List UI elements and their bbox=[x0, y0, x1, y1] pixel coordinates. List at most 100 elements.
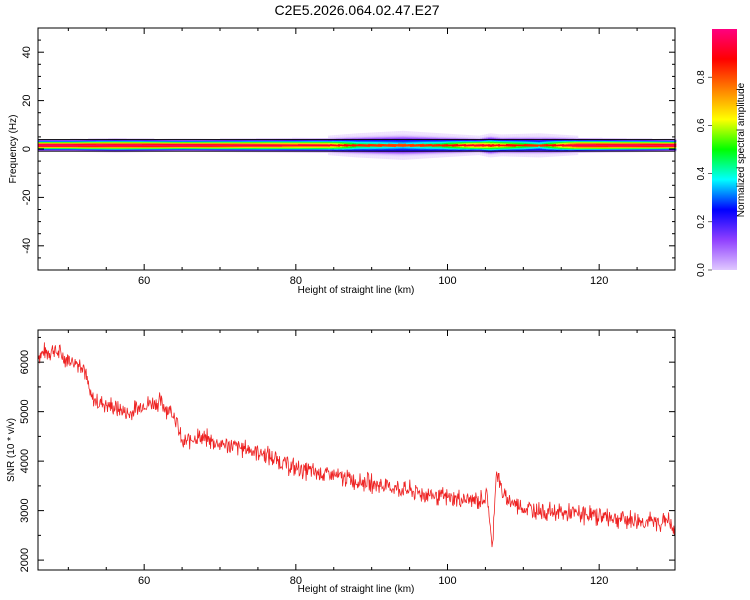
spectrogram-cell bbox=[358, 143, 361, 144]
spectrogram-cell bbox=[120, 146, 123, 147]
spectrogram-cell bbox=[180, 139, 183, 141]
spectrogram-cell bbox=[132, 141, 135, 142]
spectrogram-cell bbox=[322, 141, 325, 143]
spectrogram-cell bbox=[216, 144, 219, 146]
spectrogram-cell bbox=[238, 144, 241, 146]
spectrogram-cell bbox=[238, 139, 241, 141]
spectrogram-cell bbox=[206, 146, 209, 148]
spectrogram-cell bbox=[158, 143, 161, 145]
spectrogram-cell bbox=[230, 145, 233, 147]
spectrogram-cell bbox=[418, 147, 421, 149]
spectrogram-cell bbox=[350, 140, 353, 141]
spectrogram-cell bbox=[238, 148, 241, 150]
spectrogram-cell bbox=[84, 143, 87, 145]
spectrogram-cell bbox=[310, 147, 313, 149]
spectrogram-cell bbox=[282, 141, 285, 143]
spectrogram-cell bbox=[288, 144, 291, 146]
spectrogram-cell bbox=[410, 143, 413, 145]
spectrogram-cell bbox=[164, 147, 167, 149]
spectrogram-cell bbox=[334, 148, 337, 150]
spectrogram-cell bbox=[294, 141, 297, 143]
spectrogram-cell bbox=[424, 142, 427, 144]
spectrogram-cell bbox=[188, 150, 191, 152]
spectrogram-cell bbox=[300, 142, 303, 144]
spectrogram-cell bbox=[264, 150, 267, 152]
spectrogram-cell bbox=[174, 141, 177, 143]
spectrogram-cell bbox=[180, 149, 183, 151]
spectrogram-cell bbox=[300, 138, 303, 140]
spectrogram-cell bbox=[152, 148, 155, 150]
spectrogram-cell bbox=[358, 141, 361, 143]
spectrogram-cell bbox=[38, 142, 41, 144]
spectrogram-cell bbox=[252, 143, 255, 145]
spectrogram-cell bbox=[358, 153, 361, 155]
spectrogram-cell bbox=[412, 144, 415, 146]
spectrogram-cell bbox=[420, 143, 423, 144]
spectrogram-cell bbox=[304, 140, 307, 142]
spectrogram-cell bbox=[176, 141, 179, 143]
spectrogram-cell bbox=[40, 147, 43, 149]
spectrogram-cell bbox=[174, 148, 177, 150]
spectrogram-cell bbox=[350, 148, 353, 150]
spectrogram-cell bbox=[124, 144, 127, 146]
spectrogram-cell bbox=[402, 142, 405, 144]
spectrogram-cell bbox=[204, 140, 207, 142]
spectrogram-cell bbox=[102, 150, 105, 152]
spectrogram-cell bbox=[396, 153, 399, 155]
spectrogram-cell bbox=[122, 150, 125, 152]
spectrogram-cell bbox=[214, 146, 217, 148]
spectrogram-cell bbox=[320, 139, 323, 141]
spectrogram-cell bbox=[62, 147, 65, 149]
spectrogram-cell bbox=[412, 139, 415, 141]
spectrogram-cell bbox=[400, 144, 403, 145]
spectrogram-cell bbox=[96, 145, 99, 147]
spectrogram-cell bbox=[374, 140, 377, 142]
spectrogram-cell bbox=[202, 146, 205, 148]
spectrogram-cell bbox=[96, 149, 99, 151]
spectrogram-cell bbox=[314, 142, 317, 144]
spectrogram-cell bbox=[254, 140, 257, 142]
spectrogram-cell bbox=[280, 146, 283, 148]
spectrogram-cell bbox=[370, 137, 373, 138]
spectrogram-cell bbox=[322, 138, 325, 140]
spectrogram-cell bbox=[410, 148, 413, 150]
spectrogram-cell bbox=[182, 141, 185, 143]
spectrogram-cell bbox=[62, 139, 65, 141]
spectrogram-cell bbox=[76, 149, 79, 151]
spectrogram-cell bbox=[176, 141, 179, 143]
spectrogram-cell bbox=[414, 154, 417, 156]
spectrogram-cell bbox=[230, 146, 233, 148]
spectrogram-cell bbox=[206, 146, 209, 148]
spectrogram-cell bbox=[404, 150, 407, 151]
spectrogram-cell bbox=[400, 156, 403, 158]
spectrogram-cell bbox=[152, 141, 155, 143]
spectrogram-cell bbox=[394, 141, 397, 143]
spectrogram-cell bbox=[370, 154, 373, 156]
spectrogram-cell bbox=[154, 140, 157, 142]
spectrogram-cell bbox=[306, 140, 309, 142]
spectrogram-cell bbox=[266, 141, 269, 143]
spectrogram-cell bbox=[416, 137, 419, 139]
spectrogram-cell bbox=[354, 142, 357, 144]
spectrogram-cell bbox=[418, 152, 421, 154]
spectrogram-cell bbox=[126, 144, 129, 146]
spectrogram-cell bbox=[418, 138, 421, 140]
spectrogram-cell bbox=[298, 139, 301, 141]
spectrogram-cell bbox=[142, 148, 145, 150]
spectrogram-cell bbox=[92, 147, 95, 149]
spectrogram-cell bbox=[378, 154, 381, 156]
spectrogram-cell bbox=[354, 143, 357, 145]
spectrogram-cell bbox=[366, 143, 369, 145]
spectrogram-cell bbox=[370, 153, 373, 155]
spectrogram-cell bbox=[204, 144, 207, 146]
spectrogram-cell bbox=[248, 141, 251, 142]
spectrogram-cell bbox=[172, 146, 175, 148]
spectrogram-cell bbox=[220, 147, 223, 149]
spectrogram-cell bbox=[180, 145, 183, 147]
spectrogram-cell bbox=[292, 137, 295, 139]
spectrogram-cell bbox=[144, 150, 147, 151]
spectrogram-cell bbox=[264, 140, 267, 142]
spectrogram-cell bbox=[288, 143, 291, 145]
spectrogram-cell bbox=[186, 146, 189, 148]
spectrogram-cell bbox=[368, 152, 371, 153]
